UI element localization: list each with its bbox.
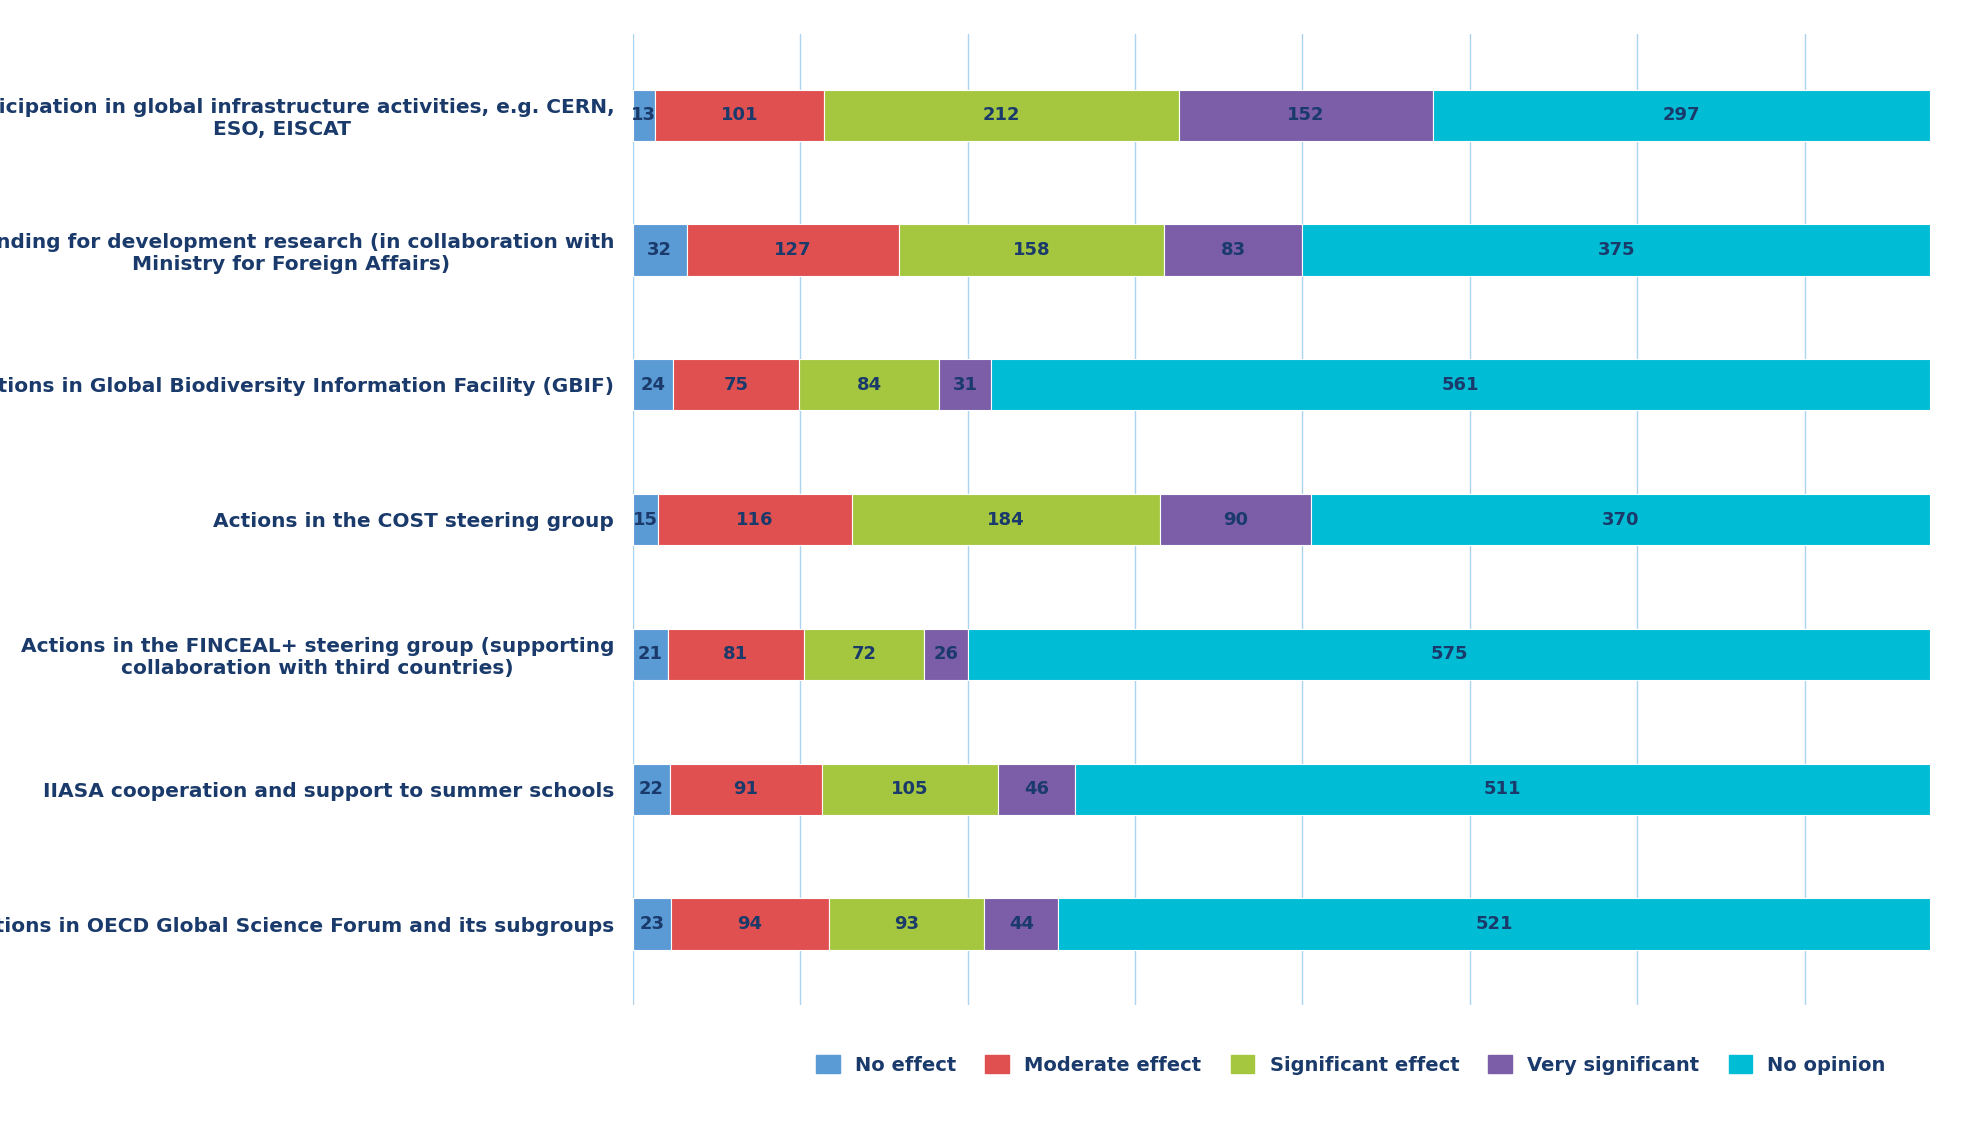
- Bar: [633, 899, 671, 950]
- Bar: [671, 764, 823, 815]
- Bar: [997, 764, 1074, 815]
- Bar: [633, 89, 655, 140]
- Text: 116: 116: [736, 510, 773, 529]
- Text: 91: 91: [734, 780, 758, 798]
- Bar: [686, 224, 900, 275]
- Bar: [659, 494, 853, 545]
- Text: 31: 31: [953, 376, 977, 394]
- Text: 75: 75: [724, 376, 748, 394]
- Bar: [991, 360, 1931, 410]
- Text: 93: 93: [894, 915, 920, 933]
- Text: 24: 24: [641, 376, 665, 394]
- Text: 127: 127: [773, 241, 811, 259]
- Bar: [1163, 224, 1302, 275]
- Text: 297: 297: [1663, 106, 1701, 124]
- Text: 90: 90: [1222, 510, 1248, 529]
- Text: 370: 370: [1602, 510, 1640, 529]
- Bar: [823, 89, 1179, 140]
- Text: 375: 375: [1598, 241, 1636, 259]
- Bar: [633, 494, 659, 545]
- Bar: [1058, 899, 1931, 950]
- Text: 83: 83: [1220, 241, 1246, 259]
- Text: 101: 101: [720, 106, 758, 124]
- Bar: [853, 494, 1161, 545]
- Bar: [1302, 224, 1931, 275]
- Text: 561: 561: [1442, 376, 1480, 394]
- Bar: [655, 89, 823, 140]
- Bar: [669, 629, 803, 679]
- Bar: [673, 360, 799, 410]
- Text: 511: 511: [1484, 780, 1521, 798]
- Legend: No effect, Moderate effect, Significant effect, Very significant, No opinion: No effect, Moderate effect, Significant …: [809, 1047, 1893, 1083]
- Text: 212: 212: [983, 106, 1021, 124]
- Bar: [633, 224, 686, 275]
- Text: 84: 84: [856, 376, 882, 394]
- Text: 23: 23: [639, 915, 665, 933]
- Bar: [900, 224, 1163, 275]
- Text: 26: 26: [934, 645, 959, 664]
- Bar: [671, 899, 829, 950]
- Text: 46: 46: [1025, 780, 1048, 798]
- Bar: [823, 764, 997, 815]
- Text: 72: 72: [851, 645, 876, 664]
- Bar: [633, 629, 669, 679]
- Bar: [940, 360, 991, 410]
- Bar: [1432, 89, 1931, 140]
- Text: 21: 21: [639, 645, 663, 664]
- Bar: [985, 899, 1058, 950]
- Text: 81: 81: [724, 645, 748, 664]
- Bar: [967, 629, 1931, 679]
- Bar: [799, 360, 940, 410]
- Text: 158: 158: [1013, 241, 1050, 259]
- Text: 94: 94: [738, 915, 764, 933]
- Bar: [1311, 494, 1931, 545]
- Text: 184: 184: [987, 510, 1025, 529]
- Text: 22: 22: [639, 780, 665, 798]
- Text: 44: 44: [1009, 915, 1034, 933]
- Text: 32: 32: [647, 241, 673, 259]
- Bar: [1161, 494, 1311, 545]
- Text: 521: 521: [1476, 915, 1513, 933]
- Bar: [803, 629, 924, 679]
- Text: 152: 152: [1288, 106, 1325, 124]
- Text: 105: 105: [892, 780, 930, 798]
- Bar: [924, 629, 967, 679]
- Bar: [1074, 764, 1931, 815]
- Bar: [633, 360, 673, 410]
- Bar: [633, 764, 671, 815]
- Text: 13: 13: [631, 106, 657, 124]
- Text: 575: 575: [1430, 645, 1468, 664]
- Text: 15: 15: [633, 510, 659, 529]
- Bar: [829, 899, 985, 950]
- Bar: [1179, 89, 1432, 140]
